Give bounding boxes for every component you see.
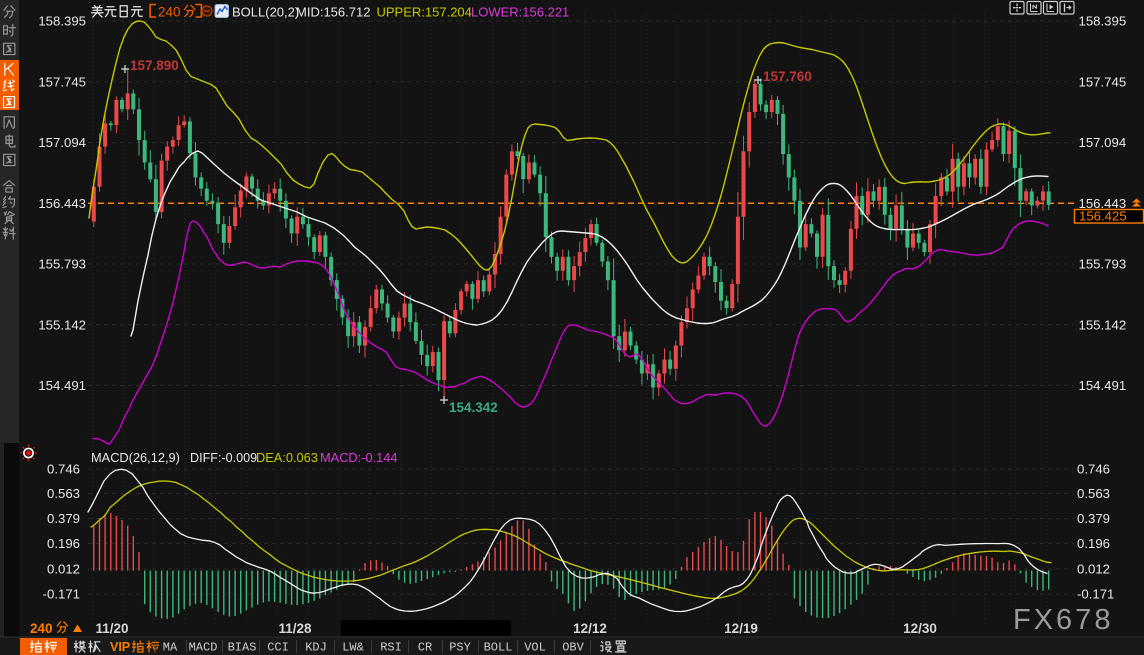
svg-text:240: 240 [158,5,181,20]
svg-text:154.342: 154.342 [449,400,498,415]
svg-text:154.491: 154.491 [1079,378,1127,393]
svg-text:156.443: 156.443 [38,196,86,211]
svg-text:157.760: 157.760 [763,69,812,84]
svg-text:0.563: 0.563 [47,486,80,501]
svg-text:157.890: 157.890 [130,58,179,73]
svg-text:FX678: FX678 [1013,604,1113,636]
svg-text:0.012: 0.012 [47,562,80,577]
svg-text:157.745: 157.745 [1079,74,1127,89]
svg-text:UPPER:157.204: UPPER:157.204 [377,5,472,20]
svg-text:155.793: 155.793 [1079,257,1127,272]
svg-text:BIAS: BIAS [228,641,257,655]
svg-text:DEA:0.063: DEA:0.063 [256,450,318,465]
svg-text:11/20: 11/20 [95,621,128,636]
svg-text:11/28: 11/28 [278,621,312,636]
svg-text:154.491: 154.491 [38,378,86,393]
svg-text:MACD(26,12,9): MACD(26,12,9) [91,450,180,465]
svg-text:-0.171: -0.171 [43,587,80,602]
svg-text:12/12: 12/12 [573,621,607,636]
svg-text:VIP: VIP [110,640,130,654]
svg-text:157.094: 157.094 [1079,135,1127,150]
svg-text:OBV: OBV [562,641,584,655]
svg-text:156.425: 156.425 [1079,209,1127,224]
svg-text:158.395: 158.395 [1079,14,1127,29]
svg-text:155.142: 155.142 [38,317,86,332]
svg-text:158.395: 158.395 [38,14,86,29]
svg-text:VOL: VOL [524,641,546,655]
svg-text:0.563: 0.563 [1077,486,1110,501]
svg-text:KDJ: KDJ [305,641,327,655]
svg-text:157.745: 157.745 [38,74,86,89]
svg-text:240: 240 [30,621,53,636]
svg-text:BOLL: BOLL [484,641,513,655]
svg-text:MACD: MACD [189,641,218,655]
svg-text:DIFF:-0.009: DIFF:-0.009 [190,451,257,465]
svg-text:155.142: 155.142 [1079,317,1127,332]
svg-text:0.746: 0.746 [1077,462,1110,477]
svg-text:0.196: 0.196 [1077,536,1110,551]
svg-text:CR: CR [418,641,432,655]
svg-text:LW&: LW& [342,641,364,655]
svg-text:156.443: 156.443 [1079,196,1127,211]
svg-text:157.094: 157.094 [38,135,86,150]
svg-text:CCI: CCI [267,641,289,655]
svg-text:LOWER:156.221: LOWER:156.221 [471,5,569,20]
svg-text:RSI: RSI [380,641,402,655]
svg-text:BOLL(20,2): BOLL(20,2) [232,5,299,20]
svg-text:MA: MA [163,641,178,655]
svg-text:0.012: 0.012 [1077,562,1110,577]
svg-text:0.379: 0.379 [1077,511,1110,526]
svg-text:MACD:-0.144: MACD:-0.144 [320,450,398,465]
svg-text:0.196: 0.196 [47,536,80,551]
svg-text:-0.171: -0.171 [1077,587,1114,602]
svg-text:155.793: 155.793 [38,257,86,272]
svg-text:12/30: 12/30 [903,621,937,636]
svg-text:0.746: 0.746 [47,462,80,477]
svg-text:12/19: 12/19 [724,621,758,636]
svg-text:0.379: 0.379 [47,511,80,526]
svg-text:PSY: PSY [449,641,471,655]
svg-text:MID:156.712: MID:156.712 [296,5,370,20]
